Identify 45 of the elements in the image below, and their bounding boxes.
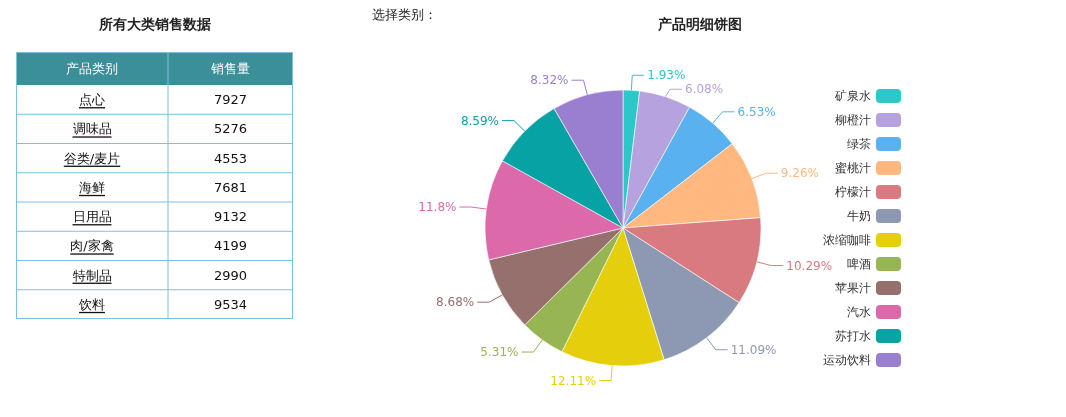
chart-title: 产品明细饼图 xyxy=(657,16,742,32)
data-label: 7927 xyxy=(213,92,248,108)
data-label: 4199 xyxy=(213,238,248,254)
legend-label: 浓缩咖啡 xyxy=(823,233,871,247)
legend-label: 蜜桃汁 xyxy=(835,161,871,175)
legend-label: 牛奶 xyxy=(847,209,871,223)
data-label: 12.11% xyxy=(550,373,597,388)
data-label: 8.59% xyxy=(460,113,500,128)
category-label: 肉/家禽 xyxy=(70,238,114,254)
data-label: 11.09% xyxy=(730,342,777,357)
category-label: 点心 xyxy=(79,92,105,108)
text: 选择类别： xyxy=(372,6,437,22)
category-label: 饮料 xyxy=(78,296,105,312)
data-label: 5.31% xyxy=(480,345,519,360)
data-label: 8.32% xyxy=(530,73,569,88)
legend-label: 苹果汁 xyxy=(835,281,871,295)
data-label: 11.8% xyxy=(418,200,457,215)
category-label: 特制品 xyxy=(72,267,112,283)
text: 产品类别 xyxy=(66,61,118,76)
data-label: 9534 xyxy=(213,296,248,312)
data-label: 9.26% xyxy=(780,166,819,181)
category-label: 谷类/麦片 xyxy=(63,150,121,166)
data-label: 6.08% xyxy=(685,82,724,97)
category-label: 海鲜 xyxy=(79,179,105,195)
category-label: 日用品 xyxy=(72,209,112,225)
text: 销售量 xyxy=(210,61,250,76)
legend-label: 柳橙汁 xyxy=(835,113,871,127)
data-label: 10.29% xyxy=(786,258,833,273)
data-label: 6.53% xyxy=(737,104,776,119)
data-label: 4553 xyxy=(213,150,248,166)
legend-label: 矿泉水 xyxy=(834,89,871,103)
data-label: 7681 xyxy=(213,179,248,195)
data-label: 5276 xyxy=(213,121,248,137)
data-label: 1.93% xyxy=(647,68,686,83)
legend-label: 运动饮料 xyxy=(823,353,871,367)
data-label: 8.68% xyxy=(436,295,475,310)
legend-label: 啤酒 xyxy=(847,257,871,271)
data-label: 9132 xyxy=(213,209,248,225)
text: 所有大类销售数据 xyxy=(97,16,211,32)
legend-label: 绿茶 xyxy=(847,137,871,151)
category-label: 调味品 xyxy=(72,121,112,137)
legend-label: 苏打水 xyxy=(835,329,871,343)
legend-label: 汽水 xyxy=(847,305,871,319)
legend-label: 柠檬汁 xyxy=(835,185,871,199)
data-label: 2990 xyxy=(213,267,248,283)
